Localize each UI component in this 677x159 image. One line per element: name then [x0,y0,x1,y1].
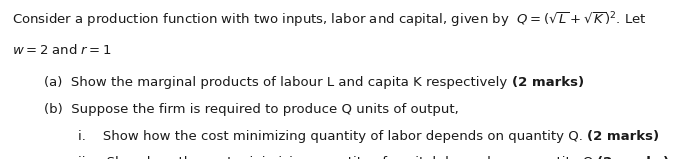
Text: $w = 2$ and $r = 1$: $w = 2$ and $r = 1$ [12,43,112,57]
Text: (2 marks): (2 marks) [598,156,670,159]
Text: ii.    Show how the cost minimizing quantity of capital depends on quantity Q: ii. Show how the cost minimizing quantit… [78,156,598,159]
Text: (2 marks): (2 marks) [512,76,584,89]
Text: Consider a production function with two inputs, labor and capital, given by  $Q : Consider a production function with two … [12,11,647,30]
Text: (a)  Show the marginal products of labour L and capita K respectively: (a) Show the marginal products of labour… [44,76,512,89]
Text: (b)  Suppose the firm is required to produce Q units of output,: (b) Suppose the firm is required to prod… [44,103,459,116]
Text: (2 marks): (2 marks) [587,130,659,143]
Text: i.    Show how the cost minimizing quantity of labor depends on quantity Q.: i. Show how the cost minimizing quantity… [78,130,587,143]
